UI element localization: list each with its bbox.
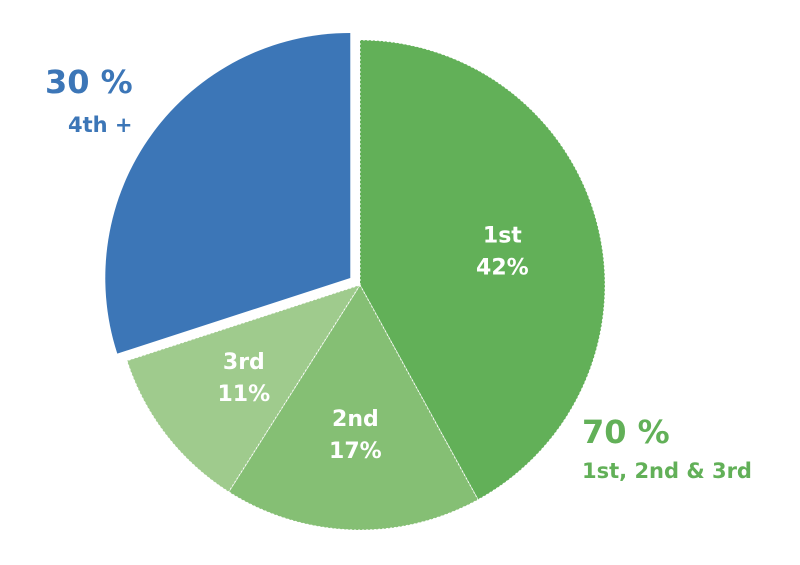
- pie-slice-4th: [105, 32, 351, 354]
- slice-value-3rd: 11%: [218, 382, 271, 407]
- pie-slice-1st: [359, 39, 606, 501]
- group-4th-percent: 30 %: [45, 63, 133, 101]
- pie-slice-2nd: [228, 284, 479, 531]
- slice-value-1st: 42%: [476, 255, 529, 280]
- slice-name-1st: 1st: [483, 223, 522, 248]
- group-4th-caption: 4th +: [68, 113, 133, 137]
- pie-slices: [105, 32, 606, 531]
- slice-value-2nd: 17%: [329, 439, 382, 464]
- pie-slice-labels: 1st 42% 2nd 17% 3rd 11%: [218, 223, 529, 463]
- pie-slice-3rd: [126, 284, 362, 493]
- slice-name-2nd: 2nd: [332, 407, 379, 432]
- group-top3-percent: 70 %: [582, 413, 670, 451]
- group-top3-caption: 1st, 2nd & 3rd: [582, 459, 752, 483]
- slice-name-3rd: 3rd: [223, 350, 265, 375]
